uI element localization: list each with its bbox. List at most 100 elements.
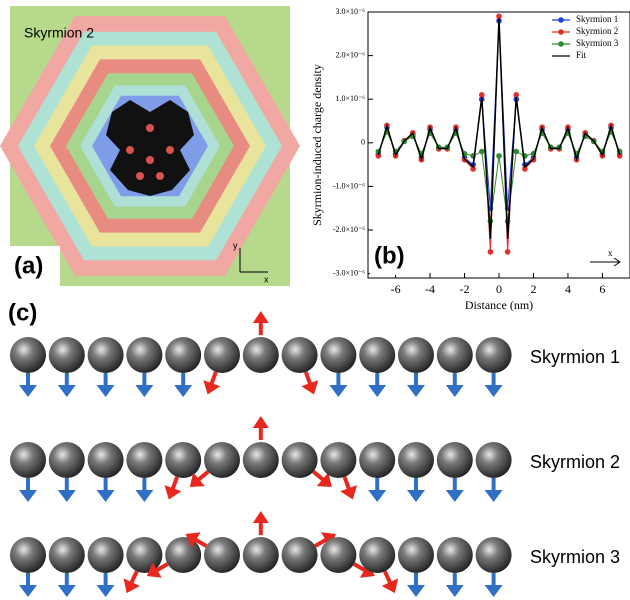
core-site [146,124,154,132]
spin-arrow-red [312,470,332,487]
spin-arrow-blue [57,373,76,397]
spin-arrow-blue [96,573,115,597]
legend-marker [558,17,564,23]
arrow-head [57,490,76,502]
spin-arrow-red [340,476,358,500]
spin-arrow-blue [135,478,154,502]
axis-x: x [264,274,269,284]
arrow-head [19,385,37,397]
panel-a-label: (a) [14,252,43,279]
atom [204,537,240,573]
arrow-shaft [209,371,218,386]
x-tick-label: 2 [530,282,536,296]
atom [10,442,46,478]
arrow-head [252,416,269,428]
data-point [470,166,476,172]
y-tick-label: 1.0×10⁻⁶ [335,94,365,103]
spin-arrow-red [189,470,210,487]
arrow-head [57,585,76,597]
spin-arrow-blue [445,478,464,502]
atom [126,537,163,573]
x-axis-label: Distance (nm) [465,298,533,312]
data-point [375,153,382,159]
atom [48,537,85,573]
data-point [478,148,485,155]
arrow-head [19,490,37,502]
y-tick-label: 3.0×10⁻⁶ [335,7,365,16]
atom [48,337,85,373]
spin-arrow-red [301,371,319,395]
x-tick-label: 4 [565,282,571,296]
core-site [146,156,154,164]
arrow-head [57,385,76,397]
arrow-head [185,532,201,548]
arrow-shaft [170,476,179,491]
atom [398,337,434,373]
arrow-head [368,490,387,502]
arrow-head [203,380,221,395]
panel-b: 3.0×10⁻⁶ 2.0×10⁻⁶ 1.0×10⁻⁶ 0 -1.0×10⁻⁶ -2.0×1… [310,7,630,312]
arrow-shaft [193,537,208,548]
y-axis-label: Skyrmion-induced charge density [310,64,324,226]
data-point [496,153,502,159]
spin-arrow-red [146,562,169,578]
axis-y: y [233,240,238,250]
spin-arrow-blue [57,478,76,502]
row-label: Skyrmion 3 [530,547,620,567]
atom [165,337,202,373]
atom [398,442,434,478]
spin-arrow-red [252,311,269,335]
atom [242,537,279,573]
spin-arrow-blue [329,373,348,397]
x-tick-label: -4 [425,282,435,296]
arrow-head [445,585,464,597]
spin-arrow-blue [19,573,37,597]
spin-arrow-red [185,532,208,548]
label-box [370,237,416,275]
row-label: Skyrmion 1 [530,347,620,367]
arrow-head [146,562,162,578]
axes-arrows [239,248,268,273]
data-point [478,92,485,98]
arrow-shaft [154,562,169,573]
spin-arrow-blue [96,478,115,502]
legend-label: Skyrmion 3 [576,38,619,48]
atom [242,442,279,478]
arrow-head [484,490,503,502]
atom [126,337,163,373]
atom [48,442,85,478]
atom [281,442,318,478]
spin-arrow-blue [407,573,425,597]
arrow-head [316,472,332,487]
y-tick-label: 2.0×10⁻⁶ [335,50,365,59]
atom [359,442,396,478]
core-site [156,172,164,180]
panel-b-label: (b) [374,242,405,269]
atom [242,337,279,373]
spin-arrow-red [381,570,399,594]
core-site [136,172,144,180]
x-tick-label: -2 [460,282,470,296]
spin-arrow-blue [19,373,37,397]
core-site [166,146,174,154]
arrow-head [329,385,348,397]
atom [204,442,240,478]
arrow-shaft [352,562,368,573]
atom [359,537,396,573]
arrow-head [445,385,464,397]
arrow-shaft [382,570,393,585]
spin-arrow-blue [407,478,425,502]
data-point [522,166,528,172]
atom [436,442,473,478]
legend-marker [558,41,564,47]
arrow-head [174,385,193,397]
arrow-head [381,578,399,594]
spin-arrow-blue [445,573,464,597]
atom [281,337,318,373]
arrow-head [96,490,115,502]
legend-label: Fit [576,50,587,60]
atom [436,537,473,573]
legend-label: Skyrmion 1 [576,14,618,24]
arrow-head [252,311,269,323]
